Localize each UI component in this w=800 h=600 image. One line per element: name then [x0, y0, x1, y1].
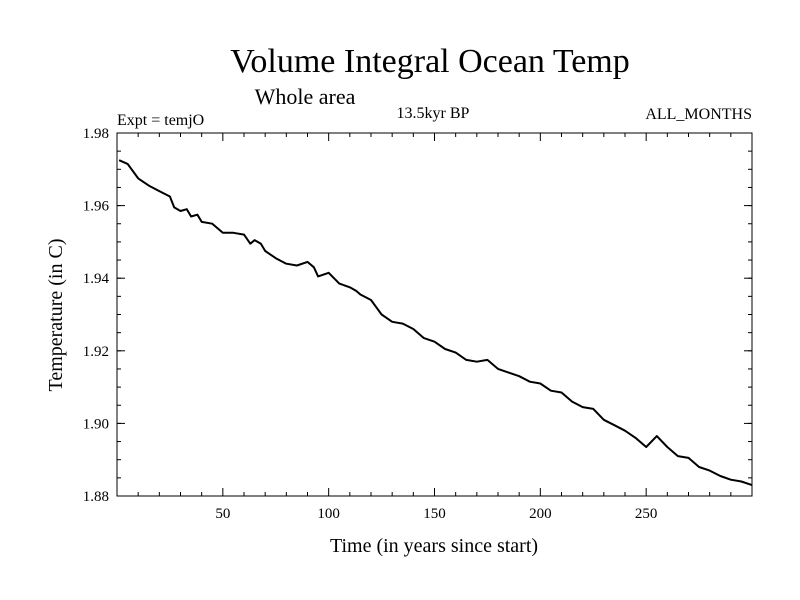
expt-annotation: Expt = temjO	[117, 112, 204, 129]
x-tick-label: 100	[317, 506, 340, 522]
y-tick-label: 1.92	[83, 344, 109, 360]
y-tick-label: 1.94	[83, 271, 110, 287]
chart-title: Volume Integral Ocean Temp	[230, 43, 630, 80]
x-tick-label: 250	[635, 506, 658, 522]
y-tick-label: 1.88	[83, 489, 109, 505]
x-tick-label: 150	[423, 506, 446, 522]
y-tick-label: 1.90	[83, 416, 109, 432]
series-line-temjO	[118, 159, 753, 487]
x-tick-label: 200	[529, 506, 552, 522]
period-annotation: 13.5kyr BP	[397, 105, 470, 122]
x-axis-label: Time (in years since start)	[330, 535, 538, 557]
x-tick-label: 50	[215, 506, 230, 522]
months-annotation: ALL_MONTHS	[645, 106, 752, 123]
y-tick-label: 1.98	[83, 126, 109, 142]
chart-subtitle: Whole area	[255, 84, 356, 109]
plot-frame	[116, 132, 753, 497]
y-tick-labels: 1.88 1.90 1.92 1.94 1.96 1.98	[83, 126, 110, 505]
axis-ticks	[117, 132, 752, 497]
x-tick-labels: 50 100 150 200 250	[215, 506, 657, 522]
y-tick-label: 1.96	[83, 199, 110, 215]
y-axis-label: Temperature (in C)	[45, 239, 67, 392]
